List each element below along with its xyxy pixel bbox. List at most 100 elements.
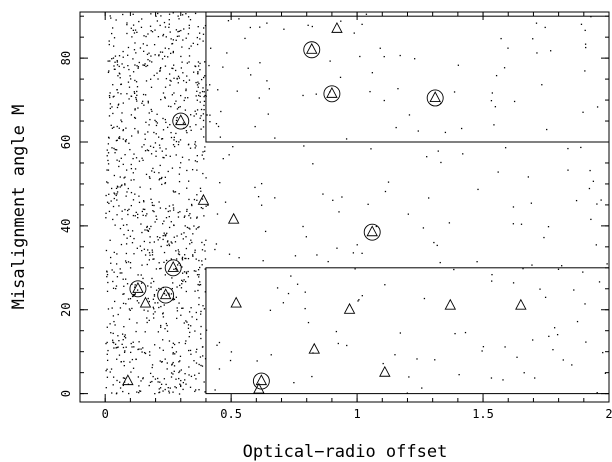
data-dot (147, 100, 149, 102)
data-dot (122, 293, 124, 295)
data-dot (184, 257, 186, 260)
data-dot (149, 78, 152, 80)
data-dot (588, 187, 591, 190)
data-dot (147, 297, 149, 300)
data-dot (426, 156, 428, 158)
data-dot (135, 52, 137, 54)
data-dot (189, 126, 191, 128)
data-dot (204, 391, 206, 393)
data-dot (209, 121, 211, 123)
data-dot (135, 96, 137, 99)
data-dot (183, 279, 185, 281)
data-dot (161, 176, 163, 179)
data-dot (152, 258, 154, 260)
data-dot (180, 287, 183, 289)
data-dot (203, 91, 205, 93)
data-dot (138, 61, 140, 64)
data-dot (199, 266, 201, 269)
data-dot (120, 157, 122, 159)
data-dot (140, 274, 142, 276)
data-dot (107, 152, 110, 154)
data-dot (118, 127, 120, 129)
data-dot (482, 346, 485, 348)
data-dot (188, 24, 190, 27)
data-dot (172, 50, 175, 53)
data-dot (119, 387, 122, 389)
data-dot (173, 191, 175, 193)
data-dot (168, 226, 171, 229)
data-dot (108, 70, 110, 72)
data-dot (115, 149, 118, 151)
data-dot (120, 243, 123, 246)
data-dot (127, 298, 130, 300)
data-dot (200, 128, 202, 130)
data-dot (539, 288, 541, 290)
data-dot (457, 64, 460, 66)
data-dot (119, 381, 121, 383)
triangle-marker (444, 298, 457, 310)
data-dot (152, 375, 154, 378)
circled-triangle-ring (303, 41, 321, 59)
data-dot (195, 362, 198, 364)
data-dot (112, 84, 114, 86)
data-dot (116, 346, 118, 349)
highlighted-markers (122, 21, 527, 394)
data-dot (332, 199, 334, 201)
data-dot (137, 376, 140, 378)
data-dot (128, 318, 131, 320)
data-dot (130, 95, 133, 97)
data-dot (522, 267, 524, 270)
data-dot (491, 92, 493, 94)
data-dot (169, 84, 171, 86)
data-dot (198, 363, 200, 366)
data-dot (154, 54, 156, 56)
data-dot (361, 23, 363, 26)
data-dot (181, 46, 183, 48)
data-dot (144, 138, 146, 140)
data-dot (195, 113, 198, 115)
data-dot (133, 346, 135, 348)
data-dot (131, 307, 133, 310)
data-dot (150, 13, 152, 15)
data-dot (128, 98, 130, 100)
data-dot (136, 65, 138, 67)
data-dot (567, 169, 569, 171)
data-dot (116, 358, 118, 360)
data-dot (179, 383, 181, 385)
data-dot (196, 43, 199, 46)
data-dot (136, 94, 138, 97)
data-dot (109, 92, 111, 94)
data-dot (137, 348, 139, 351)
data-dot (142, 64, 144, 66)
data-dot (336, 247, 338, 249)
data-dot (160, 15, 162, 17)
data-dot (130, 342, 132, 345)
data-dot (254, 125, 256, 128)
data-dot (244, 37, 246, 40)
data-dot (189, 19, 192, 21)
data-dot (144, 331, 146, 333)
data-dot (167, 210, 169, 213)
data-dot (159, 360, 161, 362)
data-dot (143, 64, 145, 67)
data-dot (171, 42, 174, 45)
data-dot (171, 364, 173, 366)
data-dot (164, 327, 166, 330)
data-dot (576, 320, 579, 323)
data-dot (507, 47, 509, 49)
data-dot (384, 190, 387, 193)
data-dot (134, 286, 136, 288)
data-dot (311, 25, 313, 28)
data-dot (201, 365, 204, 367)
data-dot (114, 224, 116, 226)
data-dot (108, 202, 110, 205)
data-dot (195, 145, 197, 147)
data-dot (114, 152, 116, 154)
data-dot (117, 75, 119, 77)
data-dot (157, 36, 160, 38)
data-dot (161, 51, 164, 53)
data-dot (131, 346, 133, 348)
circled-triangle-ring (426, 89, 444, 107)
data-dot (305, 236, 307, 238)
data-dot (152, 210, 154, 212)
